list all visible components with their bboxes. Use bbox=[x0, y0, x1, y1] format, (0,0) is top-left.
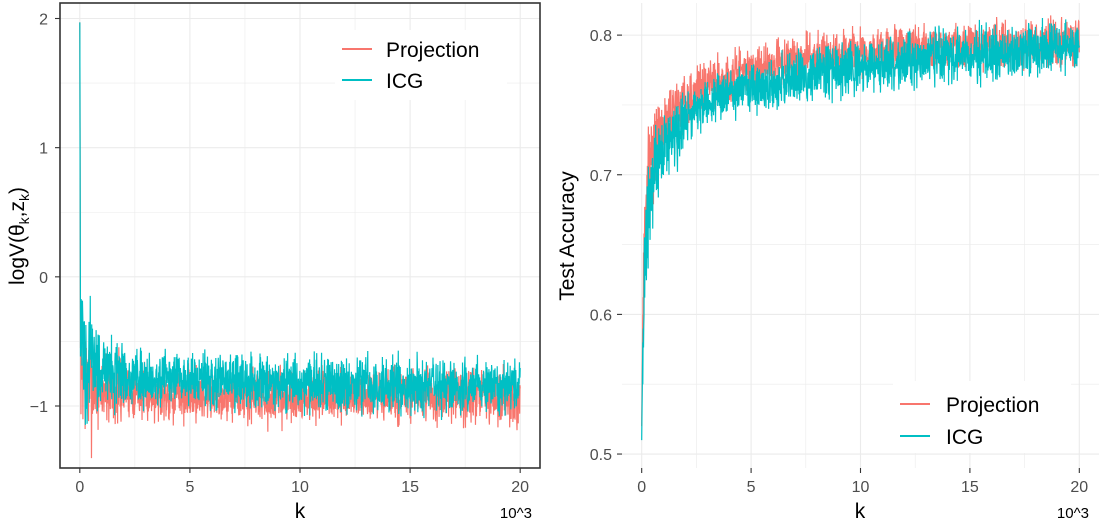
right-legend-label-projection: Projection bbox=[946, 394, 1039, 417]
left-x-tick-label: 10 bbox=[291, 479, 309, 496]
left-y-axis-title-mid: ,z bbox=[6, 201, 29, 217]
left-y-tick-labels: −1 0 1 2 bbox=[30, 12, 48, 417]
right-x-multiplier: 10^3 bbox=[1057, 505, 1089, 522]
right-y-tick-label: 0.7 bbox=[590, 168, 612, 185]
right-x-tick-label: 10 bbox=[852, 479, 870, 496]
right-y-tick-labels: 0.5 0.6 0.7 0.8 bbox=[590, 28, 612, 464]
right-x-axis-title: k bbox=[855, 500, 866, 522]
left-y-tick-label: 1 bbox=[39, 141, 48, 158]
left-y-tick-label: 0 bbox=[39, 270, 48, 287]
right-x-tick-label: 0 bbox=[637, 479, 646, 496]
left-x-tick-label: 15 bbox=[401, 479, 419, 496]
left-x-multiplier: 10^3 bbox=[500, 505, 532, 522]
left-x-tick-label: 0 bbox=[75, 479, 84, 496]
left-y-axis-title-sub1: k bbox=[16, 216, 32, 224]
left-y-tick-label: 2 bbox=[39, 12, 48, 29]
left-x-axis-title: k bbox=[295, 500, 306, 522]
right-y-tick-label: 0.6 bbox=[590, 307, 612, 324]
right-y-axis-title: Test Accuracy bbox=[556, 171, 579, 301]
left-series-group bbox=[79, 22, 521, 459]
left-x-tick-label: 20 bbox=[511, 479, 529, 496]
left-legend: Projection ICG bbox=[335, 30, 507, 100]
right-x-tick-labels: 0 5 10 15 20 bbox=[637, 479, 1088, 496]
left-legend-background bbox=[335, 30, 507, 100]
left-y-axis-title-sub2: k bbox=[16, 193, 32, 201]
right-x-tick-marks bbox=[641, 468, 1080, 473]
right-y-tick-label: 0.8 bbox=[590, 28, 612, 45]
left-legend-label-projection: Projection bbox=[386, 39, 479, 62]
right-legend-background bbox=[893, 381, 1071, 453]
left-y-axis-title-close: ) bbox=[6, 187, 29, 194]
left-series-icg-line bbox=[79, 22, 521, 425]
left-y-tick-label: −1 bbox=[30, 399, 48, 416]
right-series-group bbox=[641, 15, 1080, 441]
left-panel: Projection ICG −1 0 1 2 0 5 10 15 20 k 1… bbox=[6, 2, 541, 522]
left-y-tick-marks bbox=[55, 17, 60, 407]
left-y-axis-title-main: logV(θ bbox=[6, 224, 29, 285]
left-legend-label-icg: ICG bbox=[386, 70, 423, 93]
right-series-icg-line bbox=[641, 18, 1080, 441]
right-x-tick-label: 15 bbox=[961, 479, 979, 496]
right-legend-label-icg: ICG bbox=[946, 426, 983, 449]
left-x-tick-marks bbox=[79, 468, 521, 473]
right-x-tick-label: 20 bbox=[1070, 479, 1088, 496]
right-y-tick-label: 0.5 bbox=[590, 447, 612, 464]
right-x-tick-label: 5 bbox=[747, 479, 756, 496]
right-panel: Projection ICG 0.5 0.6 0.7 0.8 0 5 10 15… bbox=[556, 3, 1099, 522]
right-y-tick-marks bbox=[617, 34, 622, 455]
left-y-axis-title: logV(θk,zk) bbox=[6, 187, 32, 285]
right-legend: Projection ICG bbox=[893, 381, 1071, 453]
left-x-tick-labels: 0 5 10 15 20 bbox=[75, 479, 529, 496]
left-x-tick-label: 5 bbox=[185, 479, 194, 496]
